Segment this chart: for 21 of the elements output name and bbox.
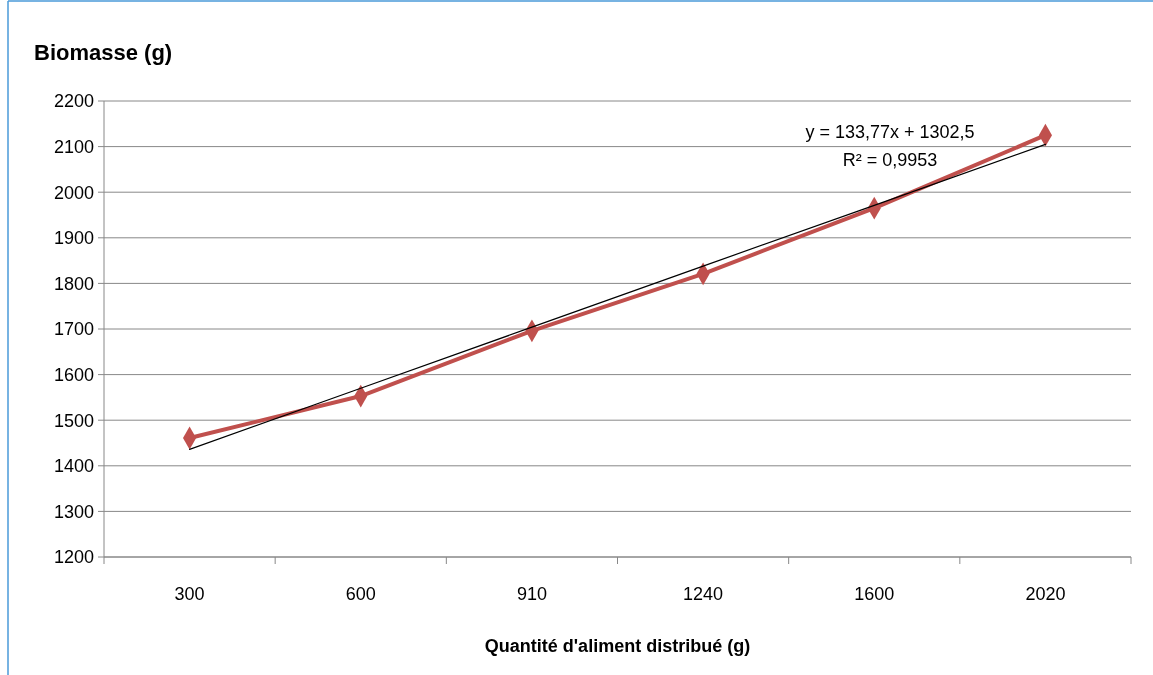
y-tick-label: 2200	[53, 91, 94, 112]
chart-title: Biomasse (g)	[34, 40, 173, 65]
y-tick-label: 1800	[53, 273, 94, 294]
annotation: y = 133,77x + 1302,5	[805, 122, 975, 142]
x-tick-label: 1240	[683, 584, 724, 604]
annotation: R² = 0,9953	[842, 150, 938, 170]
y-tick-label: 1700	[53, 319, 94, 340]
x-tick-label: 1600	[854, 584, 895, 604]
y-tick-label: 1200	[53, 547, 94, 568]
y-tick-label: 1300	[53, 501, 94, 522]
x-axis-title: Quantité d'aliment distribué (g)	[484, 636, 751, 656]
y-tick-label: 1900	[53, 228, 94, 249]
y-tick-label: 1600	[53, 364, 94, 385]
y-tick-label: 1500	[53, 410, 94, 431]
x-tick-label: 910	[516, 584, 547, 604]
x-tick-label: 600	[345, 584, 376, 604]
y-tick-label: 1400	[53, 456, 94, 477]
x-tick-label: 2020	[1025, 584, 1066, 604]
y-tick-label: 2000	[53, 182, 94, 203]
y-tick-label: 2100	[53, 136, 94, 157]
x-tick-label: 300	[174, 584, 205, 604]
